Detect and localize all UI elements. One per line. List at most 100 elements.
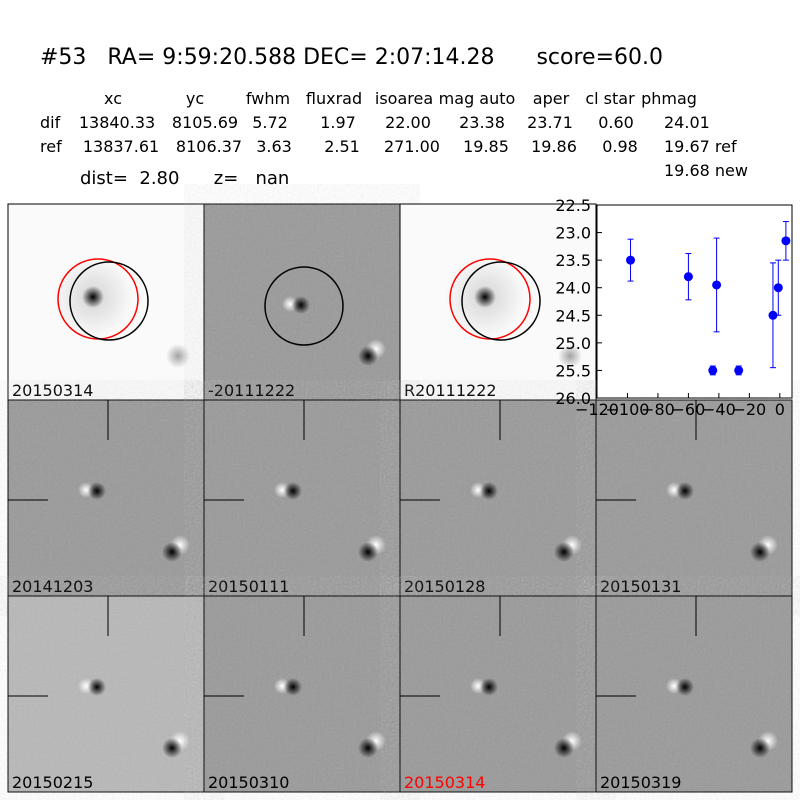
- stamp-noise: [8, 596, 204, 792]
- star-2: [558, 344, 582, 368]
- data-point: [708, 365, 718, 375]
- column-header: mag auto: [439, 89, 516, 108]
- stamp-noise: [596, 596, 792, 792]
- residual-dark: [480, 482, 498, 500]
- y-tick-label: 24.5: [555, 306, 591, 325]
- data-point: [683, 272, 693, 282]
- residual-dark: [284, 678, 302, 696]
- table-cell: 3.63: [256, 137, 292, 156]
- aperture-black: [69, 261, 149, 341]
- y-tick-label: 24.0: [555, 279, 591, 298]
- residual-dark-2: [358, 738, 378, 758]
- x-tick-label: −100: [605, 400, 649, 419]
- stamp-label: 20150314: [404, 773, 485, 792]
- row-label: ref: [40, 137, 62, 156]
- table-cell: 19.86: [531, 137, 577, 156]
- table-cell: 13837.61: [83, 137, 159, 156]
- column-header: fwhm: [246, 89, 290, 108]
- stamp-noise: [400, 596, 596, 792]
- residual-dark-2: [750, 542, 770, 562]
- residual-dark: [88, 678, 106, 696]
- column-header: phmag: [641, 89, 697, 108]
- column-header: fluxrad: [306, 89, 362, 108]
- aperture-black: [264, 266, 344, 346]
- y-tick-label: 25.0: [555, 334, 591, 353]
- table-cell: 8106.37: [176, 137, 242, 156]
- title: #53 RA= 9:59:20.588 DEC= 2:07:14.28 scor…: [40, 45, 663, 70]
- y-tick-label: 23.5: [555, 251, 591, 270]
- column-header: yc: [186, 89, 204, 108]
- stamp-noise: [596, 400, 792, 596]
- table-cell: 0.60: [598, 113, 634, 132]
- row-label: dif: [40, 113, 61, 132]
- stamp-noise: [204, 596, 400, 792]
- stamp-label: 20141203: [12, 577, 93, 596]
- aperture-black: [461, 261, 541, 341]
- residual-dark: [284, 482, 302, 500]
- table-cell: 271.00: [384, 137, 440, 156]
- stamp-label: 20150131: [600, 577, 681, 596]
- residual-dark: [676, 482, 694, 500]
- stamp-noise: [204, 400, 400, 596]
- data-point: [734, 365, 744, 375]
- column-header: isoarea: [375, 89, 433, 108]
- residual-dark-2: [554, 542, 574, 562]
- data-point: [773, 283, 783, 293]
- table-cell: 13840.33: [79, 113, 155, 132]
- data-point: [781, 236, 791, 246]
- residual-dark-2: [162, 738, 182, 758]
- x-tick-label: −80: [641, 400, 675, 419]
- table-cell: 22.00: [385, 113, 431, 132]
- table-cell: 24.01: [664, 113, 710, 132]
- residual-dark: [480, 678, 498, 696]
- star-2: [166, 344, 190, 368]
- stamp-image: [399, 203, 597, 401]
- column-header: xc: [104, 89, 122, 108]
- x-tick-label: 0: [775, 400, 785, 419]
- table-cell: 5.72: [252, 113, 288, 132]
- y-tick-label: 26.0: [555, 389, 591, 408]
- star: [82, 286, 104, 308]
- table-cell: 2.51: [324, 137, 360, 156]
- column-header: aper: [533, 89, 570, 108]
- plot-area: [596, 204, 793, 399]
- x-tick-label: −120: [575, 400, 619, 419]
- table-cell: 1.97: [320, 113, 356, 132]
- stamp-label: R20111222: [404, 381, 497, 400]
- residual-dark-2: [750, 738, 770, 758]
- x-tick-label: −20: [732, 400, 766, 419]
- table-cell: 23.38: [459, 113, 505, 132]
- y-tick-label: 22.5: [555, 196, 591, 215]
- dist-line: dist= 2.80 z= nan: [80, 168, 289, 189]
- stamp-label: 20150128: [404, 577, 485, 596]
- residual-dark: [88, 482, 106, 500]
- data-point: [768, 310, 778, 320]
- table-cell: 19.85: [463, 137, 509, 156]
- residual-dark-2: [554, 738, 574, 758]
- stamp-label: 20150319: [600, 773, 681, 792]
- x-tick-label: −40: [702, 400, 736, 419]
- residual-dark-2: [358, 346, 378, 366]
- stamp-label: -20111222: [208, 381, 295, 400]
- stamp-label: 20150215: [12, 773, 93, 792]
- table-cell: 0.98: [602, 137, 638, 156]
- table-cell: 19.67 ref: [664, 137, 737, 156]
- y-tick-label: 25.5: [555, 361, 591, 380]
- residual-dark: [676, 678, 694, 696]
- stamp-noise: [400, 400, 596, 596]
- residual-dark: [292, 296, 310, 314]
- x-tick-label: −60: [672, 400, 706, 419]
- column-header: cl star: [585, 89, 635, 108]
- stamp-noise: [8, 400, 204, 596]
- stamp-label: 20150314: [12, 381, 93, 400]
- y-tick-label: 23.0: [555, 224, 591, 243]
- stamp-label: 20150111: [208, 577, 289, 596]
- stamp-label: 20150310: [208, 773, 289, 792]
- residual-dark-2: [358, 542, 378, 562]
- data-point: [626, 255, 636, 265]
- star: [474, 286, 496, 308]
- phmag-extra: 19.68 new: [664, 161, 748, 180]
- table-cell: 23.71: [527, 113, 573, 132]
- data-point: [712, 280, 722, 290]
